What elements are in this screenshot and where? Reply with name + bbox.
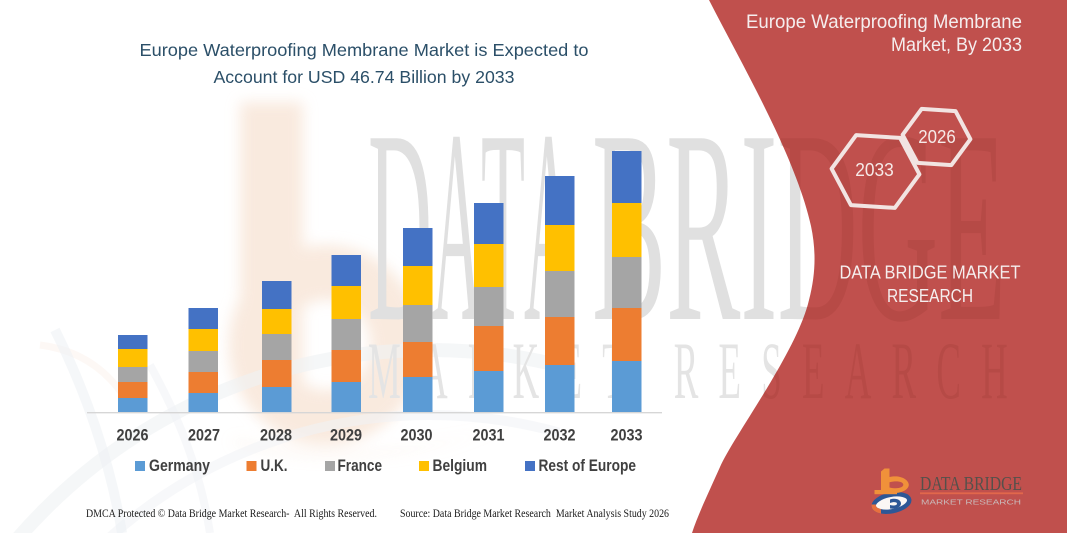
- svg-text:2030: 2030: [401, 427, 433, 445]
- svg-text:France: France: [338, 457, 383, 475]
- svg-text:Account for USD 46.74 Billion: Account for USD 46.74 Billion by 2033: [214, 67, 515, 87]
- svg-text:MARKET RESEARCH: MARKET RESEARCH: [921, 498, 1021, 507]
- svg-text:DATA BRIDGE: DATA BRIDGE: [920, 473, 1022, 495]
- svg-text:2026: 2026: [117, 427, 149, 445]
- svg-text:RESEARCH: RESEARCH: [887, 286, 973, 306]
- svg-text:U.K.: U.K.: [261, 457, 288, 475]
- svg-text:Europe Waterproofing Membrane: Europe Waterproofing Membrane Market is …: [140, 40, 589, 60]
- svg-text:Source: Data Bridge Market Res: Source: Data Bridge Market Research Mark…: [400, 508, 669, 520]
- svg-text:2027: 2027: [188, 427, 220, 445]
- svg-text:DMCA Protected © Data Bridge M: DMCA Protected © Data Bridge Market Rese…: [86, 508, 377, 520]
- svg-text:Market, By 2033: Market, By 2033: [891, 34, 1022, 56]
- svg-text:DATA BRIDGE MARKET: DATA BRIDGE MARKET: [840, 263, 1021, 283]
- svg-text:2031: 2031: [473, 427, 505, 445]
- svg-text:2032: 2032: [544, 427, 576, 445]
- svg-text:2029: 2029: [330, 427, 362, 445]
- svg-text:A: A: [432, 73, 482, 379]
- svg-text:2033: 2033: [855, 159, 894, 180]
- svg-text:2033: 2033: [611, 427, 643, 445]
- svg-text:Germany: Germany: [149, 457, 211, 475]
- svg-text:Rest of Europe: Rest of Europe: [539, 457, 637, 475]
- svg-text:Belgium: Belgium: [433, 457, 488, 475]
- svg-text:2026: 2026: [918, 126, 956, 147]
- svg-text:2028: 2028: [260, 427, 292, 445]
- svg-text:Europe Waterproofing Membrane: Europe Waterproofing Membrane: [746, 11, 1022, 33]
